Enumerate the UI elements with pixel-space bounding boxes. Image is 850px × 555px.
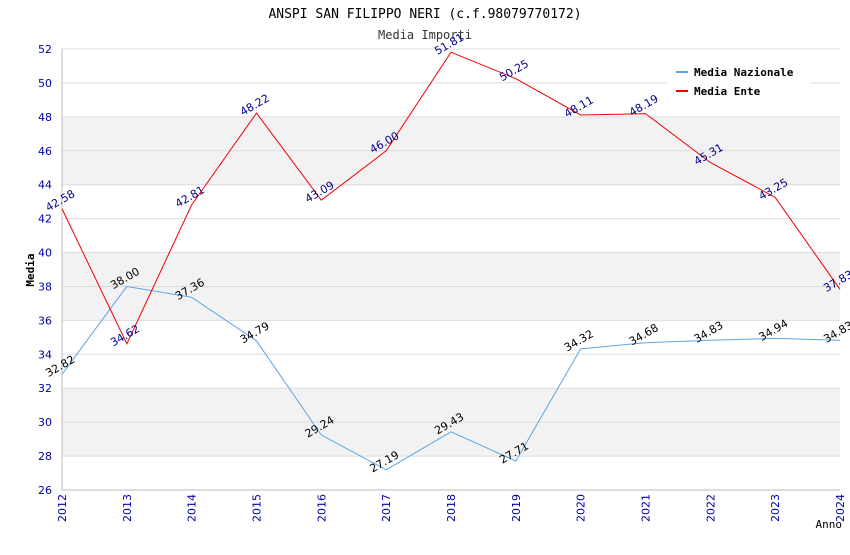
x-tick-label: 2018 — [445, 494, 458, 522]
chart-subtitle: Media Importi — [378, 28, 472, 42]
legend-label: Media Nazionale — [694, 66, 794, 79]
y-tick-label: 50 — [38, 77, 52, 90]
x-axis-label: Anno — [816, 518, 843, 531]
data-label: 34.62 — [108, 322, 142, 349]
grid-bands — [62, 116, 840, 457]
legend-box — [668, 60, 810, 102]
data-label: 48.19 — [627, 92, 661, 119]
data-label: 34.68 — [627, 321, 661, 348]
legend: Media Nazionale Media Ente — [668, 60, 810, 102]
data-label: 50.25 — [497, 57, 531, 84]
axes — [61, 49, 840, 491]
data-label: 34.83 — [821, 319, 850, 346]
y-tick-label: 46 — [38, 145, 52, 158]
data-label: 42.81 — [173, 183, 207, 210]
data-label: 34.83 — [692, 319, 726, 346]
y-tick-label: 32 — [38, 382, 52, 395]
series-line-media-nazionale — [61, 285, 841, 471]
x-tick-label: 2014 — [186, 494, 199, 522]
y-axis-label: Media — [24, 253, 37, 286]
x-tick-labels: 2012 2013 2014 2015 2016 2017 2018 2019 2020 2021… — [56, 494, 847, 522]
grid-band — [62, 286, 840, 321]
x-tick-label: 2016 — [315, 494, 328, 522]
x-tick-label: 2024 — [834, 494, 847, 522]
y-tick-label: 48 — [38, 111, 52, 124]
y-tick-label: 44 — [38, 179, 52, 192]
data-label: 34.79 — [238, 319, 272, 346]
x-tick-label: 2023 — [769, 494, 782, 522]
x-tick-label: 2020 — [575, 494, 588, 522]
y-tick-label: 40 — [38, 247, 52, 260]
grid-band — [62, 422, 840, 457]
data-label: 48.22 — [238, 92, 272, 119]
y-tick-label: 28 — [38, 450, 52, 463]
x-tick-label: 2019 — [510, 494, 523, 522]
y-tick-label: 38 — [38, 280, 52, 293]
y-tick-label: 26 — [38, 484, 52, 497]
x-tick-label: 2013 — [121, 494, 134, 522]
grid-band — [62, 150, 840, 185]
x-tick-label: 2021 — [640, 494, 653, 522]
y-tick-label: 42 — [38, 213, 52, 226]
x-tick-label: 2015 — [251, 494, 264, 522]
series-lines — [61, 51, 841, 471]
y-tick-label: 34 — [38, 348, 52, 361]
x-tick-label: 2012 — [56, 494, 69, 522]
data-label: 34.32 — [562, 327, 596, 354]
y-tick-label: 30 — [38, 416, 52, 429]
y-tick-label: 36 — [38, 314, 52, 327]
x-tick-label: 2022 — [704, 494, 717, 522]
chart-title: ANSPI SAN FILIPPO NERI (c.f.98079770172) — [268, 7, 581, 22]
x-tick-label: 2017 — [380, 494, 393, 522]
series-line-media-ente — [61, 51, 841, 345]
grid-band — [62, 116, 840, 151]
grid-band — [62, 252, 840, 287]
legend-label: Media Ente — [694, 85, 761, 98]
y-tick-label: 52 — [38, 43, 52, 56]
y-tick-labels: 26 28 30 32 34 36 38 40 42 44 46 48 50 52 — [38, 43, 52, 497]
grid-band — [62, 388, 840, 423]
